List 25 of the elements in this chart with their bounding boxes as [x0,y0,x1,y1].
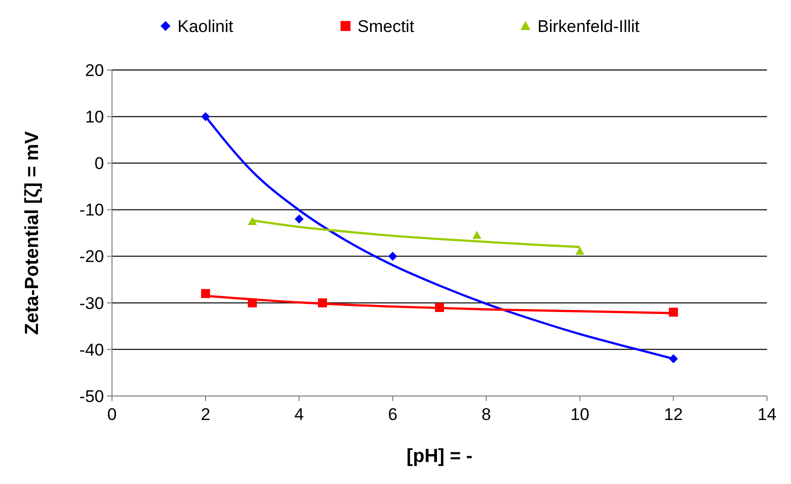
point [388,252,398,261]
x-tick-label: 8 [482,405,492,424]
x-axis-title: [pH] = - [406,446,472,467]
x-tick-label: 12 [664,405,683,424]
y-tick-label: 20 [85,60,104,80]
y-tick-label: -50 [79,386,104,406]
y-tick-label: -40 [79,340,104,360]
legend-label: Kaolinit [178,16,234,36]
x-tick-label: 2 [200,405,210,424]
legend-label: Smectit [358,16,414,36]
point [575,246,584,255]
y-tick-label: -30 [79,294,104,313]
x-tick-label: 4 [294,405,304,424]
point [294,214,304,224]
y-axis-title: Zeta-Potential [ζ] = mV [22,130,43,335]
y-tick-label: 0 [94,154,104,174]
x-tick-label: 6 [388,405,398,424]
x-tick-label: 14 [758,405,776,424]
y-tick-label: -10 [79,200,104,220]
x-tick-label: 10 [570,405,590,424]
y-tick-label: 10 [85,108,104,127]
y-tick-label: -20 [79,247,104,266]
point [472,230,482,239]
x-tick-label: 0 [107,405,117,424]
legend-label: Birkenfeld-Illit [538,16,640,36]
